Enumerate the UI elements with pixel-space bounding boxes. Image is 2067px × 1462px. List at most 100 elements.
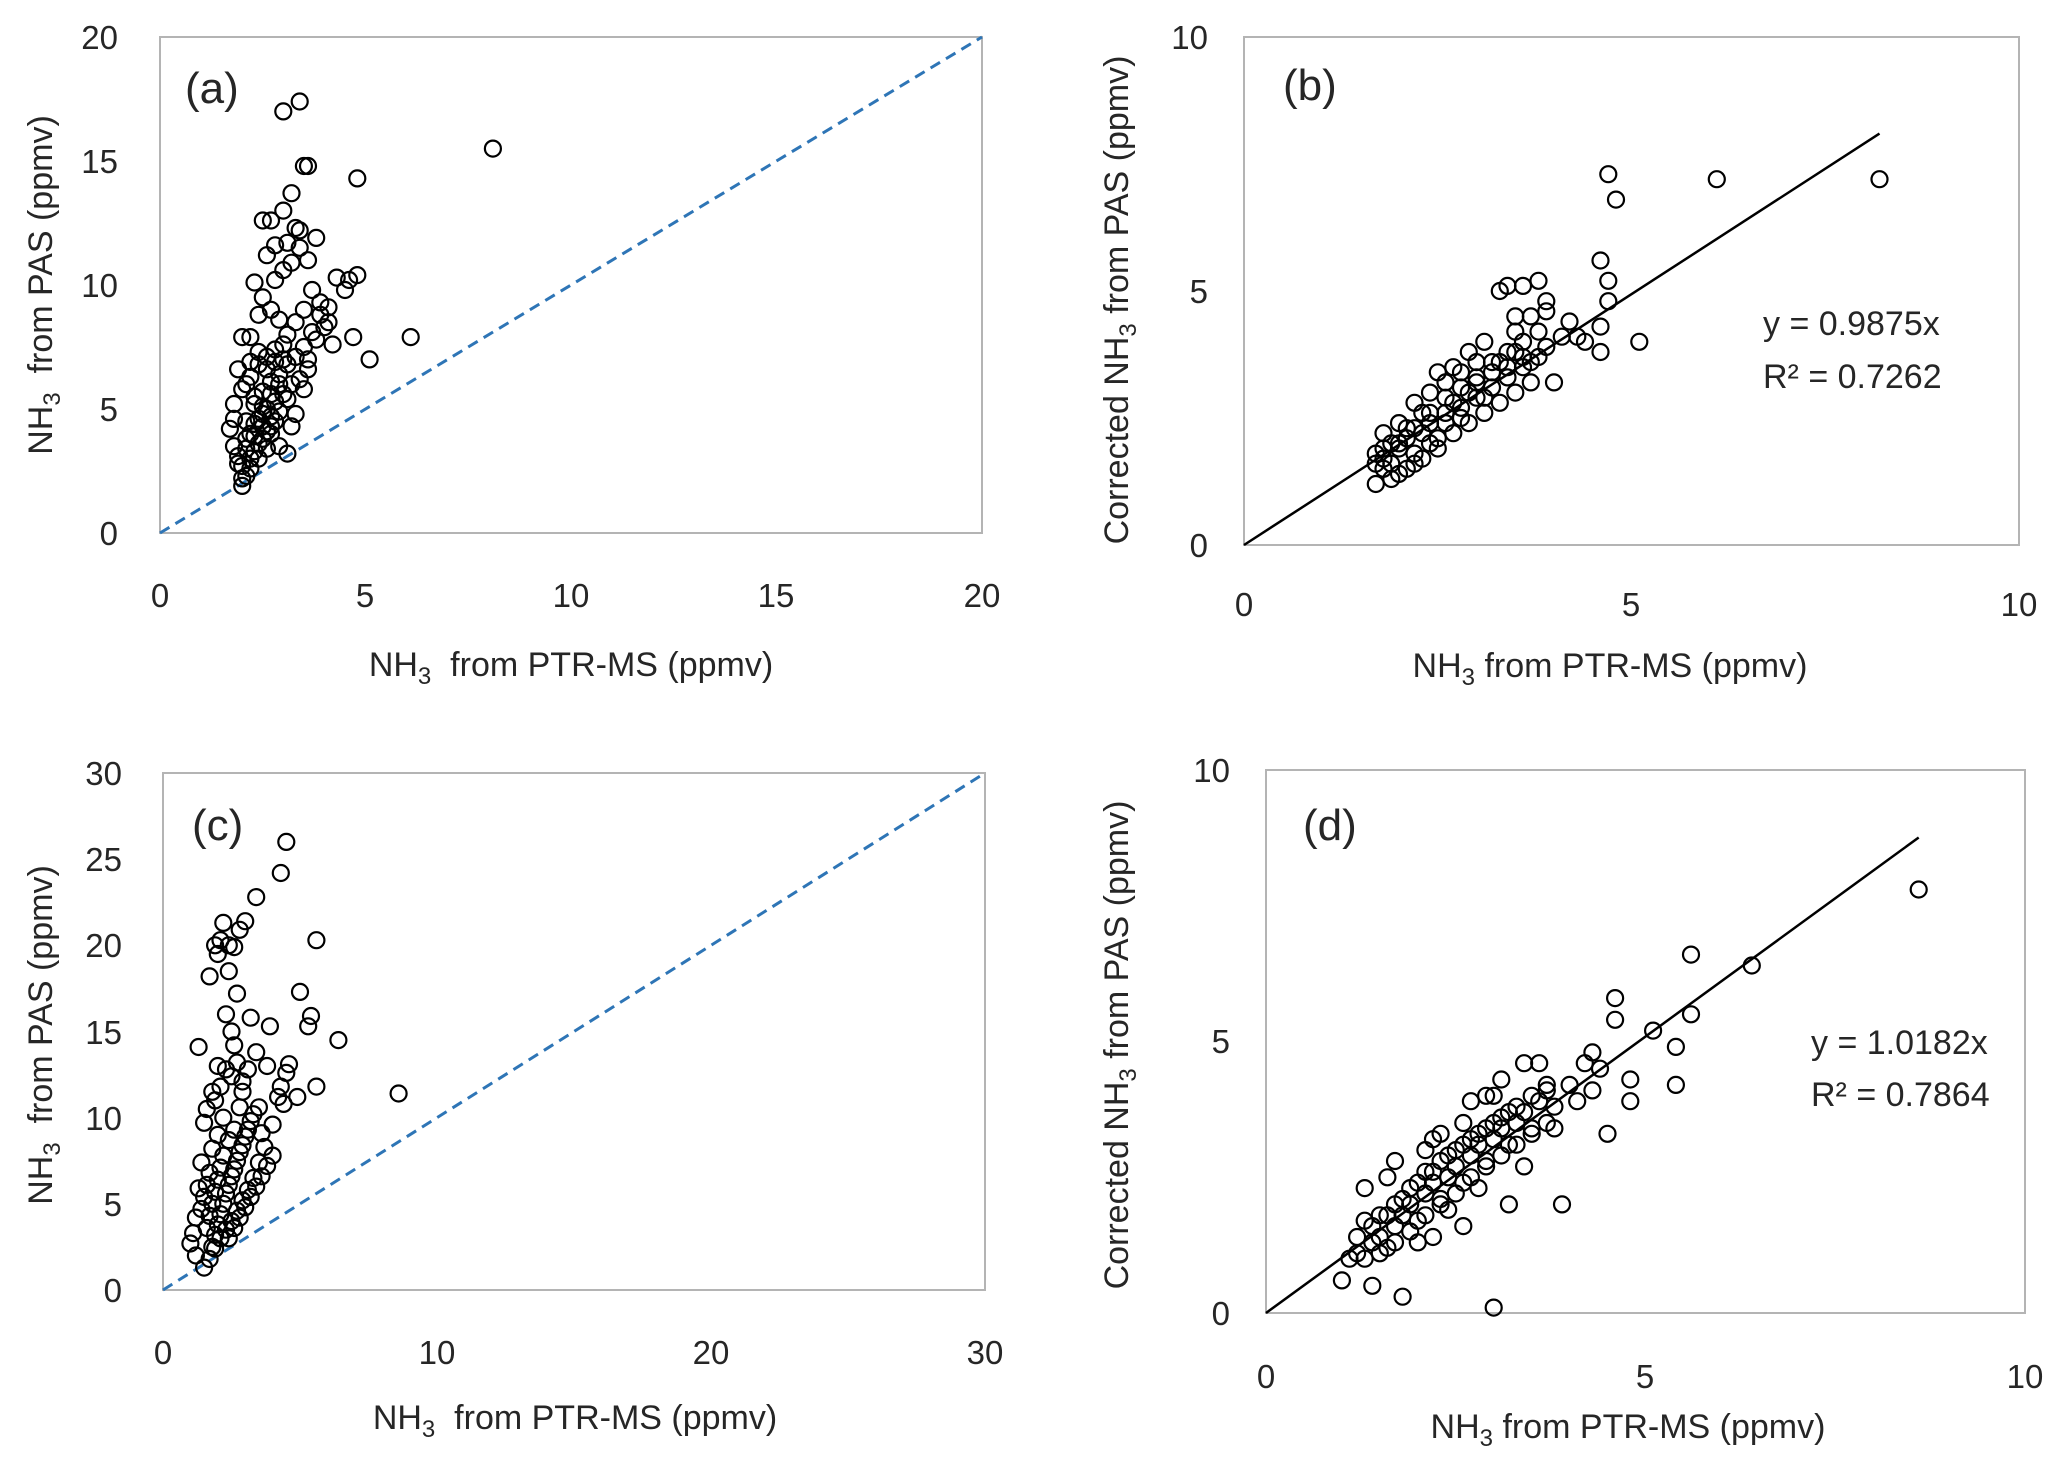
panel-c-data-point (238, 1120, 257, 1139)
panel-d-data-point (1469, 1178, 1488, 1198)
panel-d-data-point (1393, 1189, 1412, 1209)
panel-a-data-point (294, 380, 313, 399)
panel-c-data-point (258, 1156, 277, 1176)
panel-d-ytick-0: 0 (1212, 1295, 1230, 1332)
panel-b-data-point (1599, 292, 1618, 311)
panel-b-data-point (1521, 373, 1540, 392)
panel-a-data-point (294, 300, 313, 319)
panel-a-plot-area (159, 36, 983, 534)
panel-c-ytick-2: 10 (85, 1100, 122, 1137)
panel-d-label: (d) (1303, 801, 1357, 850)
panel-c-data-point (216, 1060, 236, 1079)
panel-b-data-point (1420, 383, 1440, 402)
panel-a-data-point (401, 328, 420, 347)
panel-d-data-point (1439, 1200, 1458, 1219)
panel-a-data-point (290, 238, 309, 257)
panel-a-data-point (307, 228, 326, 247)
panel-a-data-point (237, 439, 256, 458)
panel-a-y-axis-label: NH3 from PAS (ppmv) (22, 115, 66, 455)
panel-a-data-point (298, 251, 318, 270)
panel-b-data-point (1436, 388, 1455, 407)
panel-b-ytick-0: 0 (1190, 527, 1208, 564)
panel-c-data-point (299, 1017, 318, 1036)
panel-a-data-point (290, 92, 309, 111)
panel-b-data-point (1366, 474, 1385, 494)
panel-c-data-point (247, 1043, 266, 1062)
panel-d-data-point (1666, 1037, 1686, 1057)
panel-c-ytick-3: 15 (85, 1014, 122, 1051)
panel-a-data-point (278, 233, 297, 252)
panel-a-data-point (266, 236, 285, 255)
panel-d-y-axis-label: Corrected NH3 from PAS (ppmv) (1098, 801, 1142, 1290)
panel-c-data-point (203, 1082, 222, 1101)
panel-b-data-point (1707, 170, 1726, 189)
panel-d-data-point (1583, 1081, 1602, 1100)
panel-c-data-point (184, 1223, 203, 1243)
panel-b-ytick-1: 5 (1190, 273, 1208, 310)
panel-a-xtick-0: 0 (151, 577, 169, 614)
panel-a-data-point (290, 221, 309, 240)
panel-c-data-point (271, 863, 290, 883)
panel-d-plot-area (1265, 769, 2026, 1314)
panel-b-xtick-2: 10 (2001, 586, 2038, 623)
panel-c-data-point (214, 913, 233, 933)
panel-d-data-point (1514, 1157, 1534, 1176)
panel-b-data-point (1405, 454, 1424, 473)
panel-d-x-ticks: 0 5 10 (1257, 1358, 2044, 1395)
panel-a-data-point (348, 169, 367, 188)
panel-d-data-point (1423, 1162, 1443, 1181)
panel-c-data-point (329, 1030, 348, 1050)
panel-c-data-point (208, 1056, 227, 1076)
panel-a-data-point (253, 288, 272, 307)
panel-a-x-axis-label: NH3 from PTR-MS (ppmv) (369, 646, 773, 690)
panel-d-data-point (1484, 1298, 1503, 1317)
panel-a-data-point (278, 325, 297, 344)
panel-b-data-point (1475, 332, 1494, 351)
panel-d-data-point (1507, 1113, 1526, 1133)
panel-b-y-ticks: 0 5 10 (1171, 19, 1208, 564)
panel-d-data-point (1408, 1173, 1427, 1192)
panel-c-data-point (260, 1017, 279, 1036)
panel-b-data-point (1459, 342, 1478, 362)
panel-c-ytick-6: 30 (85, 755, 122, 792)
panel-b-data-point (1436, 414, 1455, 433)
panel-c-data-point (271, 1077, 290, 1096)
panel-d-data-point (1484, 1113, 1503, 1133)
panel-c-data-point (208, 944, 227, 964)
panel-a-data-point (245, 427, 264, 446)
panel-a-data-point (298, 156, 318, 176)
panel-a-points (220, 92, 502, 495)
panel-a-data-point (245, 273, 264, 292)
panel-d-data-point (1393, 1287, 1412, 1306)
panel-c-data-point (206, 1239, 225, 1258)
panel-d-data-point (1621, 1092, 1640, 1111)
panel-c-data-point (216, 1184, 236, 1203)
panel-c-data-point (241, 1008, 260, 1027)
panel-a-data-point (303, 280, 322, 300)
panel-d-data-point (1416, 1206, 1435, 1225)
panel-d-data-point (1492, 1146, 1511, 1165)
panel-a-ytick-3: 15 (81, 143, 118, 180)
panel-c-x-ticks: 0 10 20 30 (154, 1334, 1004, 1371)
panel-a-data-point (323, 335, 342, 354)
panel-a-data-point (237, 429, 256, 448)
panel-c-data-point (211, 1229, 230, 1248)
panel-d-data-point (1484, 1130, 1503, 1149)
panel-d-x-axis-label: NH3 from PTR-MS (ppmv) (1431, 1408, 1826, 1452)
panel-c-xtick-1: 10 (419, 1334, 456, 1371)
panel-c-ytick-5: 25 (85, 841, 122, 878)
panel-c-data-point (219, 1229, 238, 1248)
panel-c: (c) 0 5 10 15 20 25 30 0 10 20 30 NH3 fr… (22, 755, 1003, 1443)
panel-a-data-point (335, 280, 355, 300)
panel-c-data-point (279, 1055, 299, 1074)
panel-b-y-axis-label: Corrected NH3 from PAS (ppmv) (1098, 56, 1142, 545)
panel-d-data-point (1605, 988, 1625, 1008)
panel-c-data-point (227, 984, 247, 1003)
panel-c-ytick-0: 0 (104, 1272, 122, 1309)
panel-b-data-point (1397, 419, 1416, 438)
panel-a-data-point (237, 412, 256, 431)
panel-c-label: (c) (192, 801, 243, 850)
panel-c-data-point (307, 931, 326, 950)
panel-d-data-point (1439, 1146, 1458, 1165)
panel-a-data-point (278, 444, 297, 463)
